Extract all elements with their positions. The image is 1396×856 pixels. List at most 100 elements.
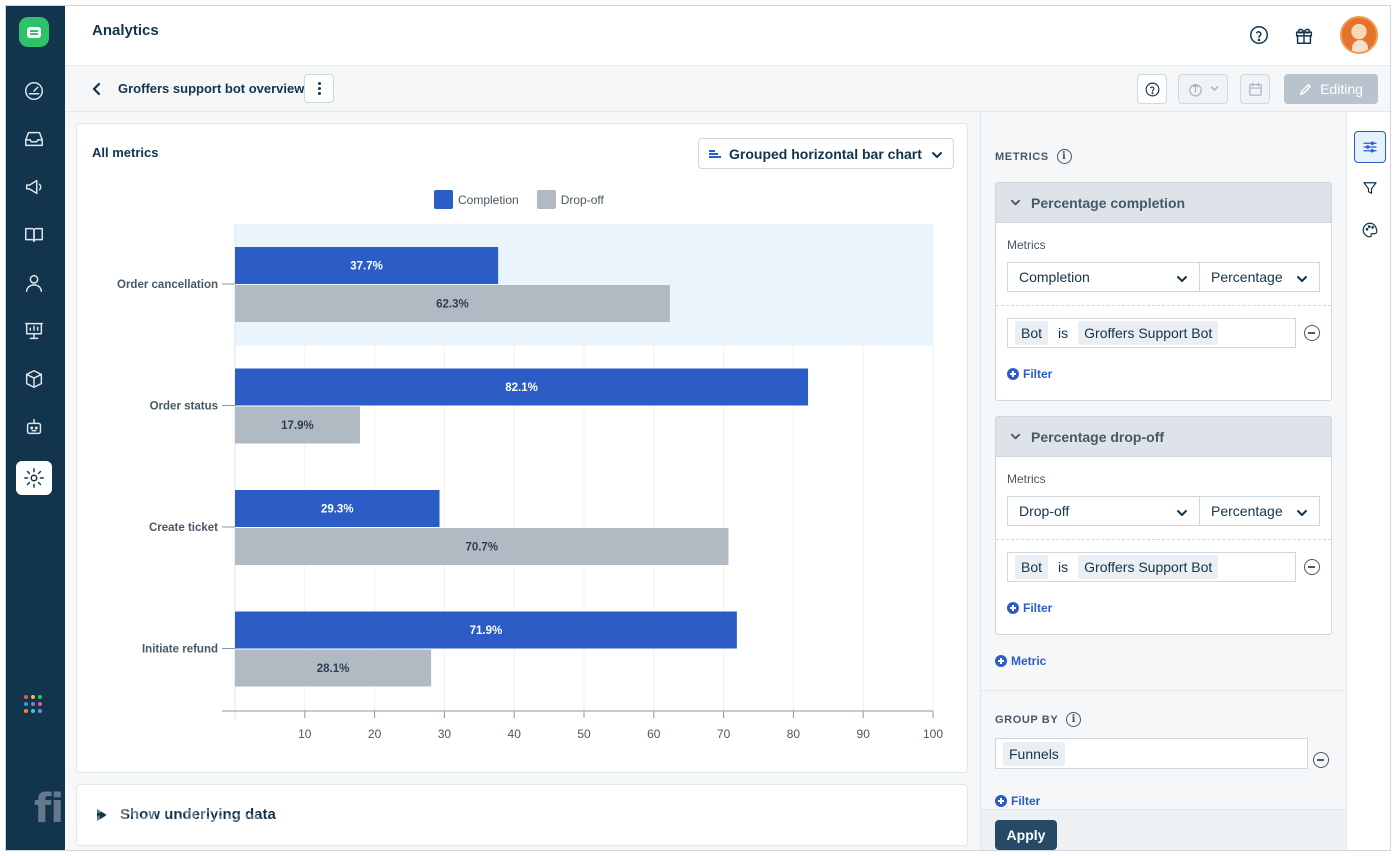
divider (981, 690, 1347, 691)
add-metric-button[interactable]: Metric (995, 654, 1046, 668)
metrics-label: Metrics (1007, 472, 1046, 486)
aggregation-select-value: Percentage (1211, 269, 1283, 285)
filter-icon[interactable] (1354, 172, 1386, 204)
metric-card-header[interactable]: Percentage completion (996, 183, 1331, 223)
x-tick-label: 90 (857, 727, 871, 741)
filter-operator: is (1058, 325, 1069, 341)
date-range-button[interactable] (1240, 74, 1270, 104)
editing-label: Editing (1320, 81, 1363, 97)
bar-completion (235, 368, 809, 406)
bar-dropoff (235, 649, 432, 687)
metric-card-completion: Percentage completion Metrics Completion… (995, 182, 1332, 401)
dashboard-icon[interactable] (16, 74, 52, 108)
pencil-icon (1299, 83, 1312, 95)
bar-dropoff (235, 285, 670, 322)
legend-swatch (434, 190, 453, 209)
left-nav (6, 6, 65, 850)
legend-item-dropoff[interactable]: Drop-off (536, 190, 604, 209)
filter-condition[interactable]: Bot is Groffers Support Bot (1007, 318, 1297, 348)
chevron-down-icon (1176, 272, 1188, 288)
bar-chart: 10 20 30 40 50 60 70 80 90 100 Order cancellation 3… (117, 224, 943, 741)
legend-item-completion[interactable]: Completion (434, 190, 519, 209)
filter-value-chip[interactable]: Groffers Support Bot (1078, 321, 1219, 345)
metric-select[interactable]: Drop-off (1007, 496, 1200, 526)
group-add-filter-button[interactable]: Filter (995, 794, 1040, 808)
palette-icon[interactable] (1354, 214, 1386, 246)
chevron-down-icon (1296, 272, 1308, 288)
chart-card-title: All metrics (92, 145, 159, 160)
inbox-icon[interactable] (16, 122, 52, 156)
megaphone-icon[interactable] (16, 170, 52, 204)
gift-icon[interactable] (1291, 22, 1317, 48)
back-icon[interactable] (87, 78, 107, 100)
help-icon (1145, 82, 1159, 96)
settings-icon[interactable] (16, 461, 52, 495)
report-help-button[interactable] (1137, 74, 1167, 104)
chevron-down-icon (1010, 199, 1021, 206)
remove-filter-icon[interactable] (1304, 559, 1320, 575)
report-title: Groffers support bot overview (118, 81, 305, 96)
x-tick-label: 10 (298, 727, 312, 741)
plus-circle-icon (995, 655, 1007, 667)
filter-field-chip[interactable]: Bot (1015, 555, 1049, 579)
bot-icon[interactable] (16, 410, 52, 444)
metric-select[interactable]: Completion (1007, 262, 1200, 292)
book-icon[interactable] (16, 218, 52, 252)
contacts-icon[interactable] (16, 266, 52, 300)
metric-card-title: Percentage drop-off (1031, 428, 1165, 445)
metrics-heading: METRICS (995, 150, 1049, 163)
chevron-down-icon (1296, 506, 1308, 522)
brand-logo-icon[interactable] (19, 17, 49, 47)
filter-value-chip[interactable]: Groffers Support Bot (1078, 555, 1219, 579)
filter-condition[interactable]: Bot is Groffers Support Bot (1007, 552, 1297, 582)
config-panel: METRICS i Percentage completion Metrics … (980, 112, 1347, 850)
info-icon[interactable]: i (1056, 149, 1072, 164)
app-switcher-icon[interactable] (24, 695, 42, 713)
chevron-down-icon (1176, 506, 1188, 522)
calendar-icon (1248, 82, 1262, 96)
show-underlying-data-toggle[interactable]: Show underlying data (97, 806, 276, 823)
category-label: Order cancellation (117, 279, 218, 291)
bar-completion (235, 611, 737, 649)
remove-group-by-icon[interactable] (1313, 752, 1329, 768)
export-icon (1189, 83, 1202, 96)
apply-button[interactable]: Apply (995, 820, 1057, 850)
add-filter-label: Filter (1023, 367, 1053, 381)
chart-card: All metrics Grouped horizontal bar chart… (76, 123, 968, 773)
bar-completion (235, 490, 440, 527)
chevron-down-icon (1010, 433, 1021, 440)
bar-completion (235, 247, 499, 284)
aggregation-select[interactable]: Percentage (1200, 496, 1320, 526)
legend-label: Completion (458, 192, 519, 207)
more-options-button[interactable] (304, 74, 334, 103)
legend-swatch (536, 190, 556, 209)
export-dropdown-button[interactable] (1178, 74, 1228, 104)
settings-sliders-icon[interactable] (1354, 131, 1386, 163)
aggregation-select[interactable]: Percentage (1200, 262, 1320, 292)
user-avatar[interactable] (1340, 16, 1378, 54)
presentation-icon[interactable] (16, 314, 52, 348)
top-bar: Analytics (65, 6, 1390, 66)
filter-field-chip[interactable]: Bot (1015, 321, 1049, 345)
metrics-label: Metrics (1007, 238, 1046, 252)
report-header: Groffers support bot overview Editing (65, 66, 1390, 112)
editing-button[interactable]: Editing (1284, 74, 1378, 104)
x-tick-label: 20 (368, 727, 382, 741)
info-icon[interactable]: i (1066, 712, 1082, 727)
add-filter-button[interactable]: Filter (1007, 367, 1320, 381)
remove-filter-icon[interactable] (1304, 325, 1320, 341)
watermark-logo: filehorse.com (34, 786, 258, 832)
add-filter-button[interactable]: Filter (1007, 601, 1320, 615)
group-by-chip[interactable]: Funnels (1003, 741, 1065, 766)
metric-card-header[interactable]: Percentage drop-off (996, 417, 1331, 457)
data-label: 82.1% (505, 382, 538, 394)
add-filter-label: Filter (1023, 601, 1053, 615)
chart-type-dropdown[interactable]: Grouped horizontal bar chart (698, 138, 954, 169)
filter-operator: is (1058, 559, 1069, 575)
apply-bar: Apply (981, 809, 1347, 850)
box-icon[interactable] (16, 362, 52, 396)
chart-legend: Completion Drop-off (434, 190, 604, 209)
help-icon[interactable] (1246, 22, 1272, 48)
group-by-field[interactable]: Funnels (995, 738, 1308, 769)
app-window: Analytics Groffers support bot overview … (5, 5, 1391, 851)
